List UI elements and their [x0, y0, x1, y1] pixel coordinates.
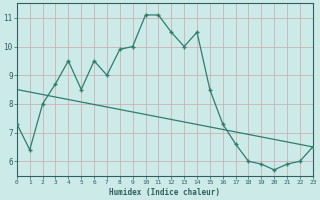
X-axis label: Humidex (Indice chaleur): Humidex (Indice chaleur) — [109, 188, 220, 197]
